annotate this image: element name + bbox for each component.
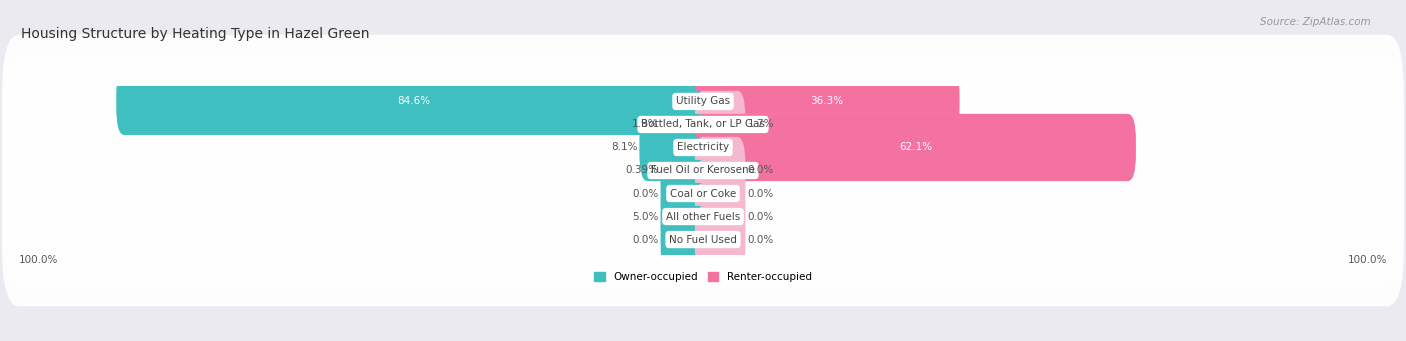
- FancyBboxPatch shape: [695, 114, 1136, 181]
- FancyBboxPatch shape: [695, 68, 959, 135]
- Text: Fuel Oil or Kerosene: Fuel Oil or Kerosene: [651, 165, 755, 176]
- Text: 84.6%: 84.6%: [396, 97, 430, 106]
- Text: 1.9%: 1.9%: [633, 119, 658, 130]
- Text: 100.0%: 100.0%: [1347, 255, 1386, 265]
- Text: 0.0%: 0.0%: [633, 189, 658, 198]
- FancyBboxPatch shape: [1, 150, 1405, 283]
- Text: Housing Structure by Heating Type in Hazel Green: Housing Structure by Heating Type in Haz…: [21, 27, 370, 41]
- FancyBboxPatch shape: [695, 206, 745, 273]
- FancyBboxPatch shape: [695, 183, 745, 250]
- Text: 0.0%: 0.0%: [633, 235, 658, 244]
- Text: Source: ZipAtlas.com: Source: ZipAtlas.com: [1260, 17, 1371, 27]
- Text: 36.3%: 36.3%: [810, 97, 844, 106]
- FancyBboxPatch shape: [1, 173, 1405, 306]
- FancyBboxPatch shape: [661, 137, 711, 204]
- FancyBboxPatch shape: [695, 91, 745, 158]
- FancyBboxPatch shape: [1, 35, 1405, 168]
- FancyBboxPatch shape: [640, 114, 711, 181]
- Text: No Fuel Used: No Fuel Used: [669, 235, 737, 244]
- FancyBboxPatch shape: [1, 127, 1405, 260]
- FancyBboxPatch shape: [695, 160, 745, 227]
- Text: All other Fuels: All other Fuels: [666, 211, 740, 222]
- FancyBboxPatch shape: [661, 160, 711, 227]
- FancyBboxPatch shape: [695, 114, 1136, 181]
- Text: 62.1%: 62.1%: [898, 143, 932, 152]
- FancyBboxPatch shape: [1, 104, 1405, 237]
- FancyBboxPatch shape: [1, 81, 1405, 214]
- FancyBboxPatch shape: [695, 137, 745, 204]
- Text: 0.39%: 0.39%: [626, 165, 658, 176]
- FancyBboxPatch shape: [695, 68, 959, 135]
- Text: Coal or Coke: Coal or Coke: [669, 189, 737, 198]
- Text: 8.1%: 8.1%: [610, 143, 637, 152]
- Text: Utility Gas: Utility Gas: [676, 97, 730, 106]
- Text: Bottled, Tank, or LP Gas: Bottled, Tank, or LP Gas: [641, 119, 765, 130]
- Text: 5.0%: 5.0%: [633, 211, 658, 222]
- FancyBboxPatch shape: [1, 58, 1405, 191]
- Legend: Owner-occupied, Renter-occupied: Owner-occupied, Renter-occupied: [591, 268, 815, 286]
- Text: Electricity: Electricity: [676, 143, 730, 152]
- FancyBboxPatch shape: [661, 183, 711, 250]
- Text: 0.0%: 0.0%: [748, 211, 773, 222]
- FancyBboxPatch shape: [661, 91, 711, 158]
- Text: 0.0%: 0.0%: [748, 165, 773, 176]
- FancyBboxPatch shape: [117, 68, 711, 135]
- Text: 1.7%: 1.7%: [748, 119, 773, 130]
- Text: 100.0%: 100.0%: [20, 255, 59, 265]
- Text: 0.0%: 0.0%: [748, 235, 773, 244]
- Text: 0.0%: 0.0%: [748, 189, 773, 198]
- FancyBboxPatch shape: [661, 206, 711, 273]
